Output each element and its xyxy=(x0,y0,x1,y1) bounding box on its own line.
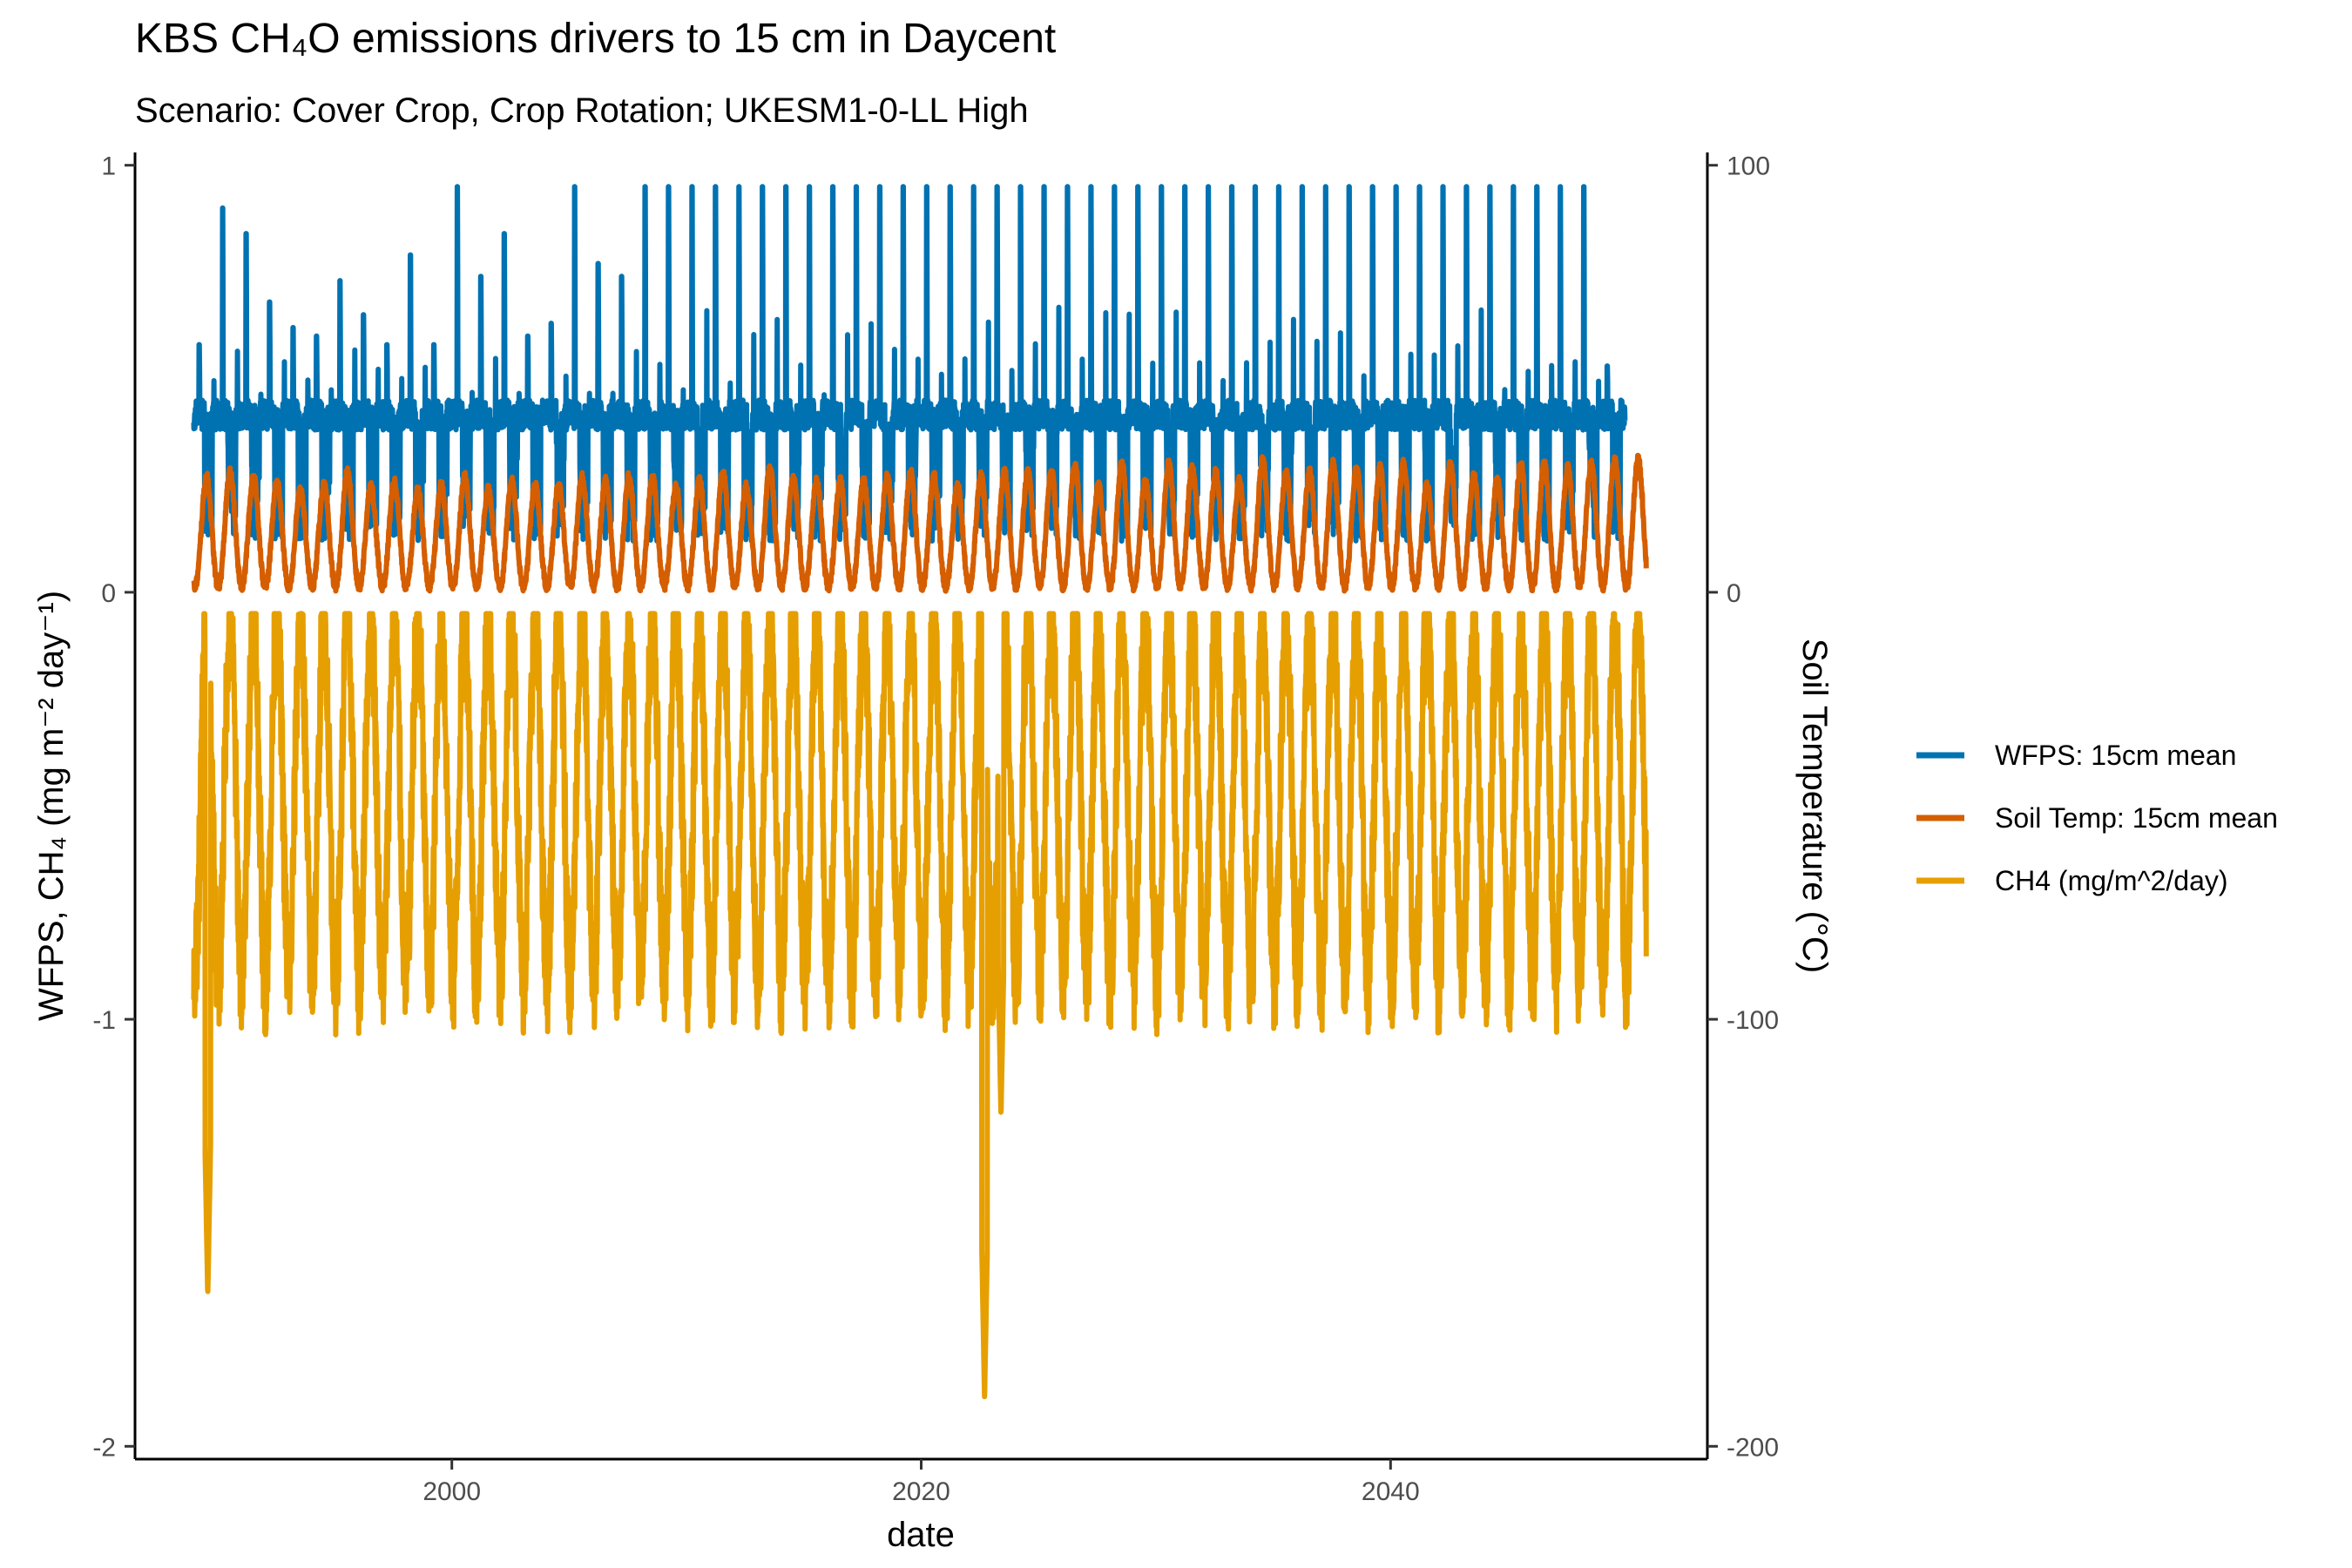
x-ticks: 2000 2020 2040 xyxy=(422,1459,1420,1506)
y-tick-label: -1 xyxy=(92,1006,116,1035)
legend-label: WFPS: 15cm mean xyxy=(1995,740,2236,771)
y-ticks: -2 -1 0 1 xyxy=(92,152,135,1462)
x-tick-label: 2000 xyxy=(422,1477,481,1506)
series-line-soil-temp xyxy=(191,452,1649,594)
x-tick-label: 2020 xyxy=(892,1477,950,1506)
y-axis-title: WFPS, CH₄ (mg m⁻² day⁻¹) xyxy=(32,591,71,1021)
y-tick-label: 1 xyxy=(101,152,116,181)
x-axis-title: date xyxy=(887,1516,955,1554)
y2-ticks: -200 -100 0 100 xyxy=(1707,152,1779,1462)
y2-tick-label: -200 xyxy=(1727,1433,1779,1462)
series-line-wfps xyxy=(191,184,1628,544)
y-tick-label: 0 xyxy=(101,579,116,608)
chart-title: KBS CH₄O emissions drivers to 15 cm in D… xyxy=(135,16,1056,62)
y2-tick-label: 100 xyxy=(1727,152,1770,181)
legend-label: CH4 (mg/m^2/day) xyxy=(1995,865,2228,896)
y2-tick-label: -100 xyxy=(1727,1006,1779,1035)
legend-label: Soil Temp: 15cm mean xyxy=(1995,802,2278,834)
series-line-ch4 xyxy=(191,611,1649,1400)
legend: WFPS: 15cm mean Soil Temp: 15cm mean CH4 (… xyxy=(1916,740,2278,896)
y2-axis-title: Soil Temperature (°C) xyxy=(1795,639,1834,973)
y-tick-label: -2 xyxy=(92,1433,116,1462)
y2-tick-label: 0 xyxy=(1727,579,1741,608)
x-tick-label: 2040 xyxy=(1362,1477,1420,1506)
chart-subtitle: Scenario: Cover Crop, Crop Rotation; UKE… xyxy=(135,91,1029,130)
plot-lines xyxy=(191,184,1649,1400)
